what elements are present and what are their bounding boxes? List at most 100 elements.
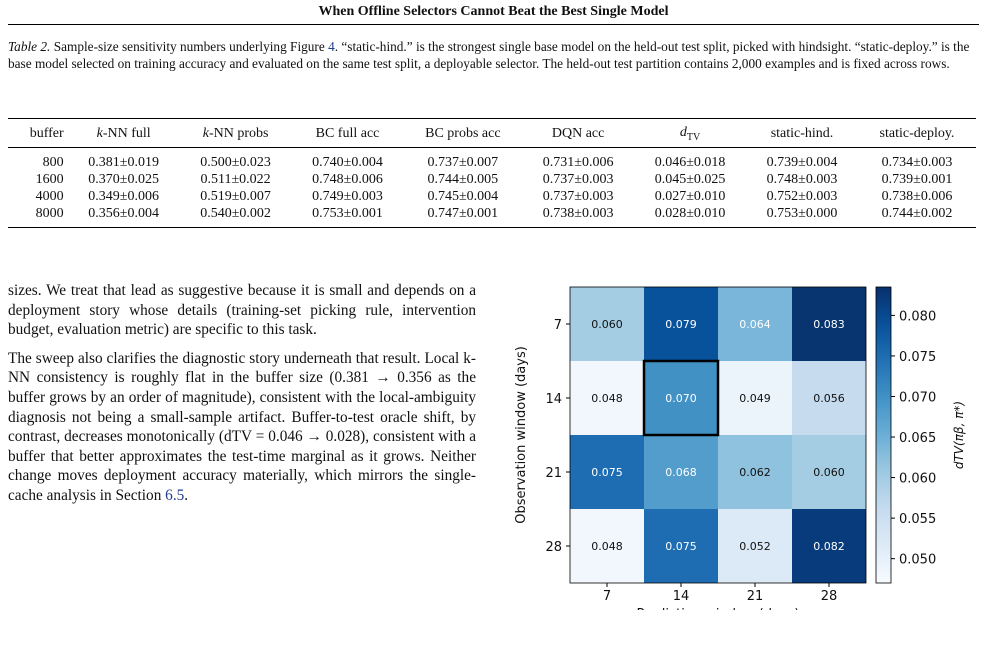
caption-text-1: Sample-size sensitivity numbers underlyi… [50, 39, 329, 54]
heatmap-cell [644, 287, 718, 361]
column-header: buffer [8, 118, 68, 148]
cell-value-label: 0.060 [591, 318, 623, 331]
table-cell: 0.519±0.007 [200, 188, 271, 204]
colorbar [875, 286, 892, 584]
table-cell: 4000 [35, 188, 64, 204]
paragraph-2-text: The sweep also clarifies the diagnostic … [8, 349, 476, 504]
heatmap-cell [718, 509, 792, 583]
heatmap-cell [718, 287, 792, 361]
table-cell: 0.028±0.010 [634, 204, 747, 228]
table-cell: 0.737±0.003 [542, 171, 614, 187]
table-cell: 0.753±0.000 [746, 204, 858, 228]
heatmap-cell [644, 361, 718, 435]
running-title: When Offline Selectors Cannot Beat the B… [318, 4, 669, 19]
header-rule [8, 24, 979, 25]
table-body: 800 0.381±0.019 0.500±0.023 0.740±0.004 0.73… [8, 147, 976, 228]
table-row: 4000 0.349±0.006 0.519±0.007 0.749±0.003 0.7… [8, 188, 976, 205]
heatmap-cell [792, 435, 866, 509]
heatmap-chart: 0.060 0.079 0.064 0.083 0.048 0.070 0.049 0.056… [514, 286, 966, 622]
body-text: sizes. We treat that lead as suggestive … [8, 281, 476, 515]
heatmap-cell [644, 509, 718, 583]
cell-value-label: 0.083 [813, 318, 845, 331]
table-cell: 800 [42, 154, 64, 170]
table-row: 800 0.381±0.019 0.500±0.023 0.740±0.004 0.73… [8, 147, 976, 171]
results-table: buffer k-NN full k-NN probs BC full acc BC p… [8, 118, 976, 228]
column-header: k-NN probs [179, 118, 292, 148]
cell-value-label: 0.048 [591, 540, 623, 553]
colorbar-tick-label: 0.050 [899, 553, 936, 568]
paragraph-2-end: . [184, 486, 189, 504]
table-row: 1600 0.370±0.025 0.511±0.022 0.748±0.006 0.7… [8, 171, 976, 188]
table-cell: 0.027±0.010 [654, 188, 726, 204]
y-tick-label: 21 [545, 466, 562, 481]
table-cell: 0.745±0.004 [427, 188, 499, 204]
cell-value-label: 0.056 [813, 392, 845, 405]
paragraph-1: sizes. We treat that lead as suggestive … [8, 282, 476, 339]
table-cell: 0.356±0.004 [67, 204, 180, 228]
table-cell: 0.731±0.006 [542, 154, 614, 170]
colorbar-tick-label: 0.060 [899, 472, 936, 487]
table-cell: 0.748±0.006 [312, 171, 383, 187]
table-cell: 0.734±0.003 [881, 154, 953, 170]
paragraph-2: The sweep also clarifies the diagnostic … [8, 349, 476, 506]
x-axis-label: Prediction window (days) [637, 607, 800, 610]
table-caption: Table 2. Sample-size sensitivity numbers… [8, 38, 980, 72]
colorbar-tick-label: 0.070 [899, 390, 936, 405]
x-tick-label: 14 [673, 589, 690, 604]
figure-ref-link[interactable]: 4 [328, 39, 335, 54]
table-cell: 0.370±0.025 [88, 171, 159, 187]
table-cell: 0.737±0.007 [427, 154, 499, 170]
cell-value-label: 0.048 [591, 392, 623, 405]
heatmap-cell [570, 435, 644, 509]
colorbar-label: dTV(πβ, π*) [952, 401, 966, 469]
column-header: k-NN full [67, 118, 180, 148]
heatmap-cell [644, 435, 718, 509]
table-cell: 0.739±0.001 [881, 171, 953, 187]
table-cell: 0.749±0.003 [312, 188, 383, 204]
table-label: Table 2. [8, 39, 51, 54]
caption-text-2: . “static-hind.” is the strongest single… [8, 39, 970, 71]
y-tick-label: 14 [545, 392, 562, 407]
colorbar-tick-label: 0.055 [899, 512, 936, 527]
table-cell: 0.753±0.001 [291, 204, 404, 228]
table-cell: 0.752±0.003 [766, 188, 838, 204]
y-tick-label: 7 [554, 318, 562, 333]
cell-value-label: 0.060 [813, 466, 845, 479]
column-header: DQN acc [522, 118, 635, 148]
heatmap-frame [569, 286, 867, 584]
y-axis-label: Observation window (days) [514, 346, 529, 524]
cell-value-label: 0.070 [665, 392, 697, 405]
figure-heatmap: 0.060 0.079 0.064 0.083 0.048 0.070 0.049 0.056… [505, 270, 987, 646]
table-cell: 8000 [8, 204, 68, 228]
table-cell: 0.046±0.018 [654, 154, 726, 170]
cell-value-label: 0.062 [739, 466, 771, 479]
table-cell: 0.740±0.004 [312, 154, 383, 170]
table-header-row: buffer k-NN full k-NN probs BC full acc BC p… [8, 118, 976, 148]
table-cell: 0.511±0.022 [200, 171, 271, 187]
heatmap-cell [570, 287, 644, 361]
section-ref-link[interactable]: 6.5 [165, 486, 185, 504]
table-cell: 0.744±0.002 [857, 204, 976, 228]
table-cell: 0.381±0.019 [88, 154, 159, 170]
heatmap-cell [792, 287, 866, 361]
cell-value-label: 0.075 [591, 466, 623, 479]
table-cell: 0.739±0.004 [766, 154, 838, 170]
column-header: static-hind. [746, 118, 858, 148]
heatmap-cell [792, 509, 866, 583]
colorbar-tick-label: 0.080 [899, 309, 936, 324]
table-cell: 0.500±0.023 [200, 154, 271, 170]
x-tick-label: 7 [603, 589, 611, 604]
table-cell: 0.045±0.025 [654, 171, 726, 187]
cell-value-label: 0.052 [739, 540, 771, 553]
table-cell: 0.737±0.003 [542, 188, 614, 204]
table-cell: 0.747±0.001 [403, 204, 523, 228]
x-tick-label: 21 [747, 589, 764, 604]
table-cell: 0.738±0.003 [522, 204, 635, 228]
column-header: BC full acc [291, 118, 404, 148]
cell-value-label: 0.064 [739, 318, 771, 331]
table-cell: 0.744±0.005 [427, 171, 499, 187]
heatmap-cell [718, 435, 792, 509]
heatmap-cell [570, 361, 644, 435]
colorbar-tick-label: 0.065 [899, 431, 936, 446]
heatmap-cell [792, 361, 866, 435]
